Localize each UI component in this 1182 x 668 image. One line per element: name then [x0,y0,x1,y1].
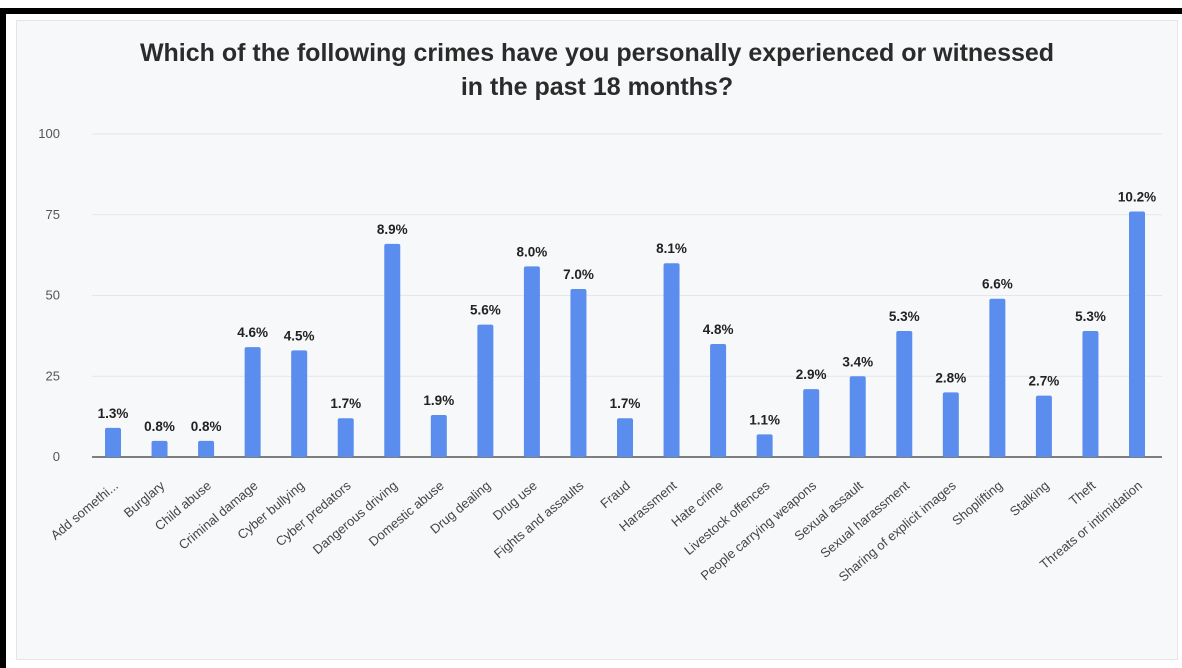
bar[interactable] [384,243,401,457]
bar-value-label: 4.8% [703,322,734,337]
x-tick-label: Stalking [1007,478,1052,519]
bar[interactable] [430,415,447,457]
bar[interactable] [989,298,1006,457]
chart-panel [16,20,1178,660]
x-tick-label: Fraud [597,478,633,511]
bar-value-label: 1.7% [610,396,641,411]
bar[interactable] [803,389,820,457]
x-tick-label: Shoplifting [949,478,1005,529]
bar[interactable] [710,343,727,457]
bar-value-label: 7.0% [563,267,594,282]
bar[interactable] [570,289,587,457]
bar-value-label: 1.7% [330,396,361,411]
bar[interactable] [198,440,215,457]
y-tick-label: 0 [53,449,60,464]
bar[interactable] [1129,211,1145,457]
bar-value-label: 8.1% [656,241,687,256]
bar[interactable] [1035,395,1052,457]
chart-title: Which of the following crimes have you p… [139,39,1055,101]
bar[interactable] [244,347,261,457]
bar-value-label: 5.6% [470,303,501,318]
bar-value-label: 6.6% [982,277,1013,292]
bar-value-label: 2.7% [1029,374,1060,389]
x-tick-label: Criminal damage [176,478,261,553]
bar-value-label: 0.8% [191,419,222,434]
bar-value-label: 10.2% [1118,190,1156,205]
y-tick-label: 50 [46,288,60,303]
bar-value-label: 2.9% [796,367,827,382]
bar[interactable] [849,376,866,457]
x-tick-label: Theft [1066,478,1099,509]
bar[interactable] [756,434,773,457]
bar[interactable] [942,392,959,457]
bar[interactable] [523,266,540,457]
x-tick-label: Add somethi... [48,478,121,543]
bar-value-label: 0.8% [144,419,175,434]
bar-value-label: 1.1% [749,412,780,427]
bar-value-label: 8.0% [517,244,548,259]
bar-value-label: 4.6% [237,325,268,340]
bar[interactable] [477,324,494,457]
bar[interactable] [1082,331,1099,457]
bar-value-label: 1.3% [98,406,129,421]
bar-value-label: 2.8% [935,370,966,385]
bar-value-label: 5.3% [889,309,920,324]
bar-value-label: 1.9% [423,393,454,408]
bar-value-label: 5.3% [1075,309,1106,324]
y-tick-label: 75 [46,207,60,222]
bar-value-label: 3.4% [842,354,873,369]
bar[interactable] [291,350,308,457]
bar[interactable] [663,263,680,457]
bar-value-label: 4.5% [284,328,315,343]
y-tick-label: 100 [38,126,60,141]
bar[interactable] [896,331,913,457]
x-tick-label: Dangerous driving [310,478,400,557]
bar[interactable] [337,418,354,457]
bar[interactable] [617,418,633,457]
bar[interactable] [105,427,121,457]
bar[interactable] [151,440,168,457]
y-tick-label: 25 [46,368,60,383]
bar-value-label: 8.9% [377,222,408,237]
